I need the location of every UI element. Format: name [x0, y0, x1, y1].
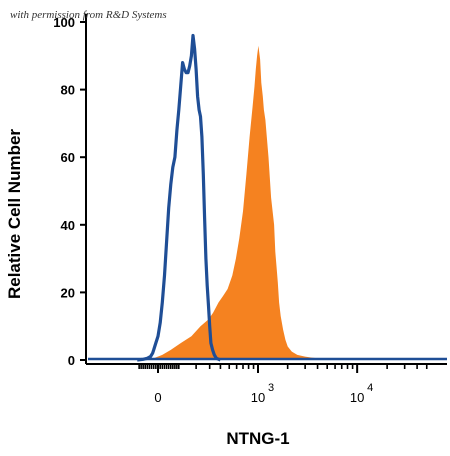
permission-watermark: with permission from R&D Systems — [10, 9, 167, 21]
y-tick-label-80: 80 — [61, 83, 75, 98]
y-axis-title: Relative Cell Number — [5, 129, 24, 299]
x-tick-label-1000: 10 — [251, 390, 265, 405]
series-1-line-histogram — [137, 33, 222, 362]
y-tick-label-40: 40 — [61, 218, 75, 233]
y-tick-label-60: 60 — [61, 150, 75, 165]
x-tick-exponent-1000: 3 — [268, 382, 274, 394]
x-axis-title: NTNG-1 — [226, 429, 289, 448]
y-tick-label-20: 20 — [61, 285, 75, 300]
x-tick-label-10000: 10 — [350, 390, 364, 405]
y-tick-label-100: 100 — [53, 15, 75, 30]
y-tick-label-0: 0 — [68, 353, 75, 368]
x-tick-label-0: 0 — [154, 390, 161, 405]
x-tick-exponent-10000: 4 — [367, 382, 373, 394]
series-0-filled-histogram — [141, 45, 336, 360]
